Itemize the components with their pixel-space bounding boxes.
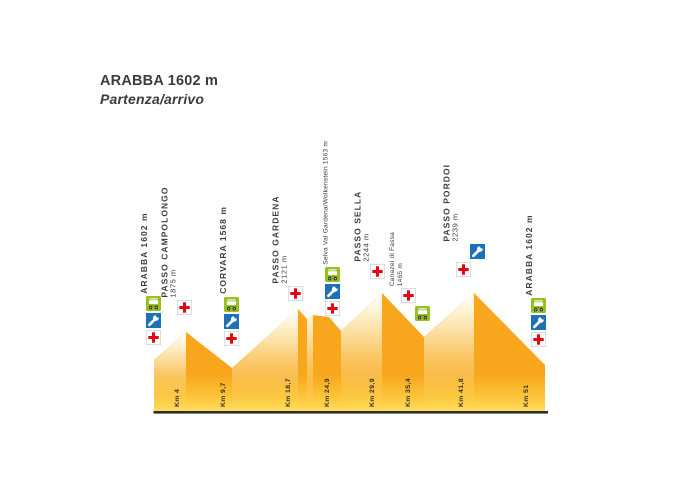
km-label: Km 9,7 bbox=[220, 382, 227, 407]
service-station-icon bbox=[531, 315, 546, 330]
title-subtitle: Partenza/arrivo bbox=[100, 91, 205, 107]
valley-floor-glow bbox=[154, 374, 545, 411]
km-label: Km 51 bbox=[523, 384, 530, 407]
station-label-corvara: CORVARA 1568 m bbox=[218, 206, 229, 294]
station-label-arabba-start: ARABBA 1602 m bbox=[139, 212, 150, 294]
km-label: Km 4 bbox=[174, 388, 181, 407]
baseline bbox=[153, 411, 548, 414]
bus-icon bbox=[325, 267, 340, 282]
station-label-passo-sella: PASSO SELLA 2244 m bbox=[352, 191, 371, 262]
first-aid-icon bbox=[456, 262, 471, 277]
service-station-icon bbox=[470, 244, 485, 259]
first-aid-icon bbox=[325, 301, 340, 316]
station-label-passo-campolongo: PASSO CAMPOLONGO 1875 m bbox=[159, 186, 178, 298]
title-start-point: ARABBA 1602 m bbox=[100, 73, 219, 89]
first-aid-icon bbox=[531, 332, 546, 347]
km-label: Km 24,9 bbox=[324, 378, 331, 407]
station-label-passo-pordoi: PASSO PORDOI 2239 m bbox=[441, 164, 460, 242]
first-aid-icon bbox=[146, 330, 161, 345]
station-label-selva: Selva Val Gardena/Wolkenstein 1563 m bbox=[322, 141, 330, 265]
service-station-icon bbox=[224, 314, 239, 329]
first-aid-icon bbox=[370, 264, 385, 279]
km-label: Km 18,7 bbox=[285, 378, 292, 407]
station-label-passo-gardena: PASSO GARDENA 2121 m bbox=[270, 195, 289, 284]
page-title: ARABBA 1602 m Partenza/arrivo bbox=[100, 72, 218, 108]
first-aid-icon bbox=[288, 286, 303, 301]
bus-icon bbox=[531, 298, 546, 313]
km-label: Km 35,4 bbox=[405, 378, 412, 407]
bus-icon bbox=[224, 297, 239, 312]
first-aid-icon bbox=[177, 300, 192, 315]
bus-icon bbox=[415, 306, 430, 321]
km-label: Km 41,8 bbox=[458, 378, 465, 407]
first-aid-icon bbox=[401, 288, 416, 303]
bus-icon bbox=[146, 296, 161, 311]
km-label: Km 29,9 bbox=[369, 378, 376, 407]
first-aid-icon bbox=[224, 331, 239, 346]
service-station-icon bbox=[325, 284, 340, 299]
station-label-canazei: Canazei di Fassa 1465 m bbox=[388, 231, 404, 286]
service-station-icon bbox=[146, 313, 161, 328]
station-label-arabba-end: ARABBA 1602 m bbox=[524, 214, 535, 296]
